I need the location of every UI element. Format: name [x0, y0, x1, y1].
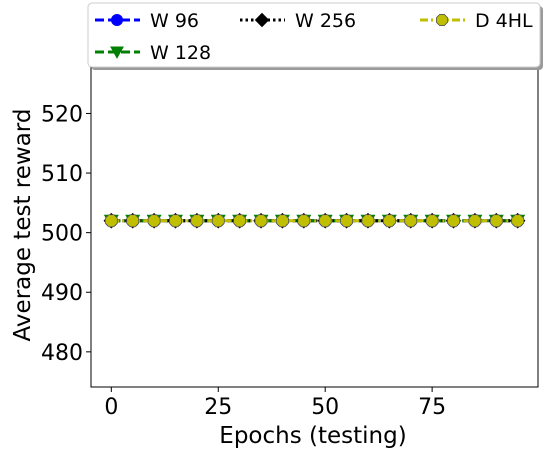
legend-entries: W 96 W 128 W 256 D 4HL — [95, 10, 533, 64]
data-point-d-4hl — [511, 214, 525, 228]
y-axis-label: Average test reward — [10, 109, 36, 342]
legend-label-w-256: W 256 — [295, 10, 356, 32]
legend-marker-w-256 — [254, 12, 270, 28]
y-tick-label: 520 — [41, 102, 83, 127]
series-layer — [103, 212, 526, 229]
data-point-d-4hl — [361, 214, 375, 228]
y-axis: 480 490 500 510 520 — [41, 102, 91, 366]
data-point-d-4hl — [297, 214, 311, 228]
data-point-d-4hl — [211, 214, 225, 228]
data-point-d-4hl — [169, 214, 182, 228]
data-point-d-4hl — [489, 214, 503, 228]
x-tick-label: 25 — [204, 395, 232, 420]
x-axis: 0 25 50 75 — [104, 387, 446, 420]
legend-label-d-4hl: D 4HL — [475, 10, 533, 32]
data-point-d-4hl — [404, 214, 418, 228]
x-tick-label: 50 — [311, 395, 339, 420]
legend-label-w-128: W 128 — [150, 42, 211, 64]
data-point-d-4hl — [104, 214, 118, 228]
legend-marker-w-128 — [110, 46, 124, 59]
y-tick-label: 500 — [41, 222, 83, 247]
data-point-d-4hl — [318, 214, 332, 228]
y-tick-label: 480 — [41, 341, 83, 366]
x-tick-label: 75 — [418, 395, 446, 420]
y-tick-label: 510 — [41, 162, 83, 187]
data-point-d-4hl — [425, 214, 439, 228]
x-axis-label: Epochs (testing) — [219, 423, 406, 449]
legend-label-w-96: W 96 — [150, 10, 199, 32]
data-point-d-4hl — [468, 214, 482, 228]
data-point-d-4hl — [190, 214, 204, 228]
data-point-d-4hl — [126, 214, 140, 228]
data-point-d-4hl — [447, 214, 460, 228]
data-point-d-4hl — [147, 214, 161, 228]
data-point-d-4hl — [276, 214, 289, 228]
legend-marker-w-96 — [111, 14, 123, 26]
legend: W 96 W 128 W 256 D 4HL — [87, 2, 543, 70]
data-point-d-4hl — [340, 214, 353, 228]
series-d-4hl — [104, 214, 525, 228]
data-point-d-4hl — [233, 214, 247, 228]
data-point-d-4hl — [382, 214, 396, 228]
legend-marker-d-4hl — [436, 14, 448, 26]
x-tick-label: 0 — [104, 395, 118, 420]
y-tick-label: 490 — [41, 281, 83, 306]
data-point-d-4hl — [254, 214, 268, 228]
